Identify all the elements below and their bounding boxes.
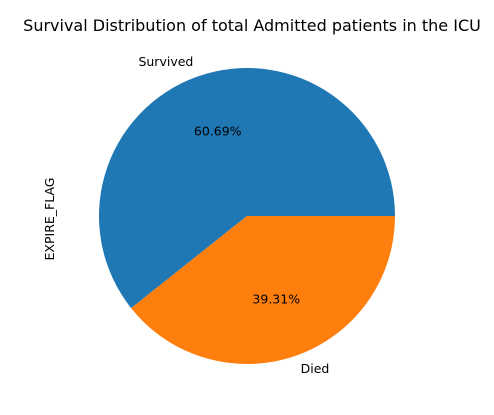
slice-percent-survived: 60.69% xyxy=(194,124,242,139)
pie-slices xyxy=(99,68,396,364)
slice-label-died: Died xyxy=(301,361,330,376)
pie-slice-died xyxy=(131,216,396,364)
y-axis-label: EXPIRE_FLAG xyxy=(42,178,57,261)
slice-label-survived: Survived xyxy=(138,54,193,69)
pie-labels: Survived 60.69% Died 39.31% xyxy=(138,54,329,376)
chart-title: Survival Distribution of total Admitted … xyxy=(23,16,481,35)
pie-slice-survived xyxy=(99,68,396,309)
slice-percent-died: 39.31% xyxy=(252,291,300,306)
